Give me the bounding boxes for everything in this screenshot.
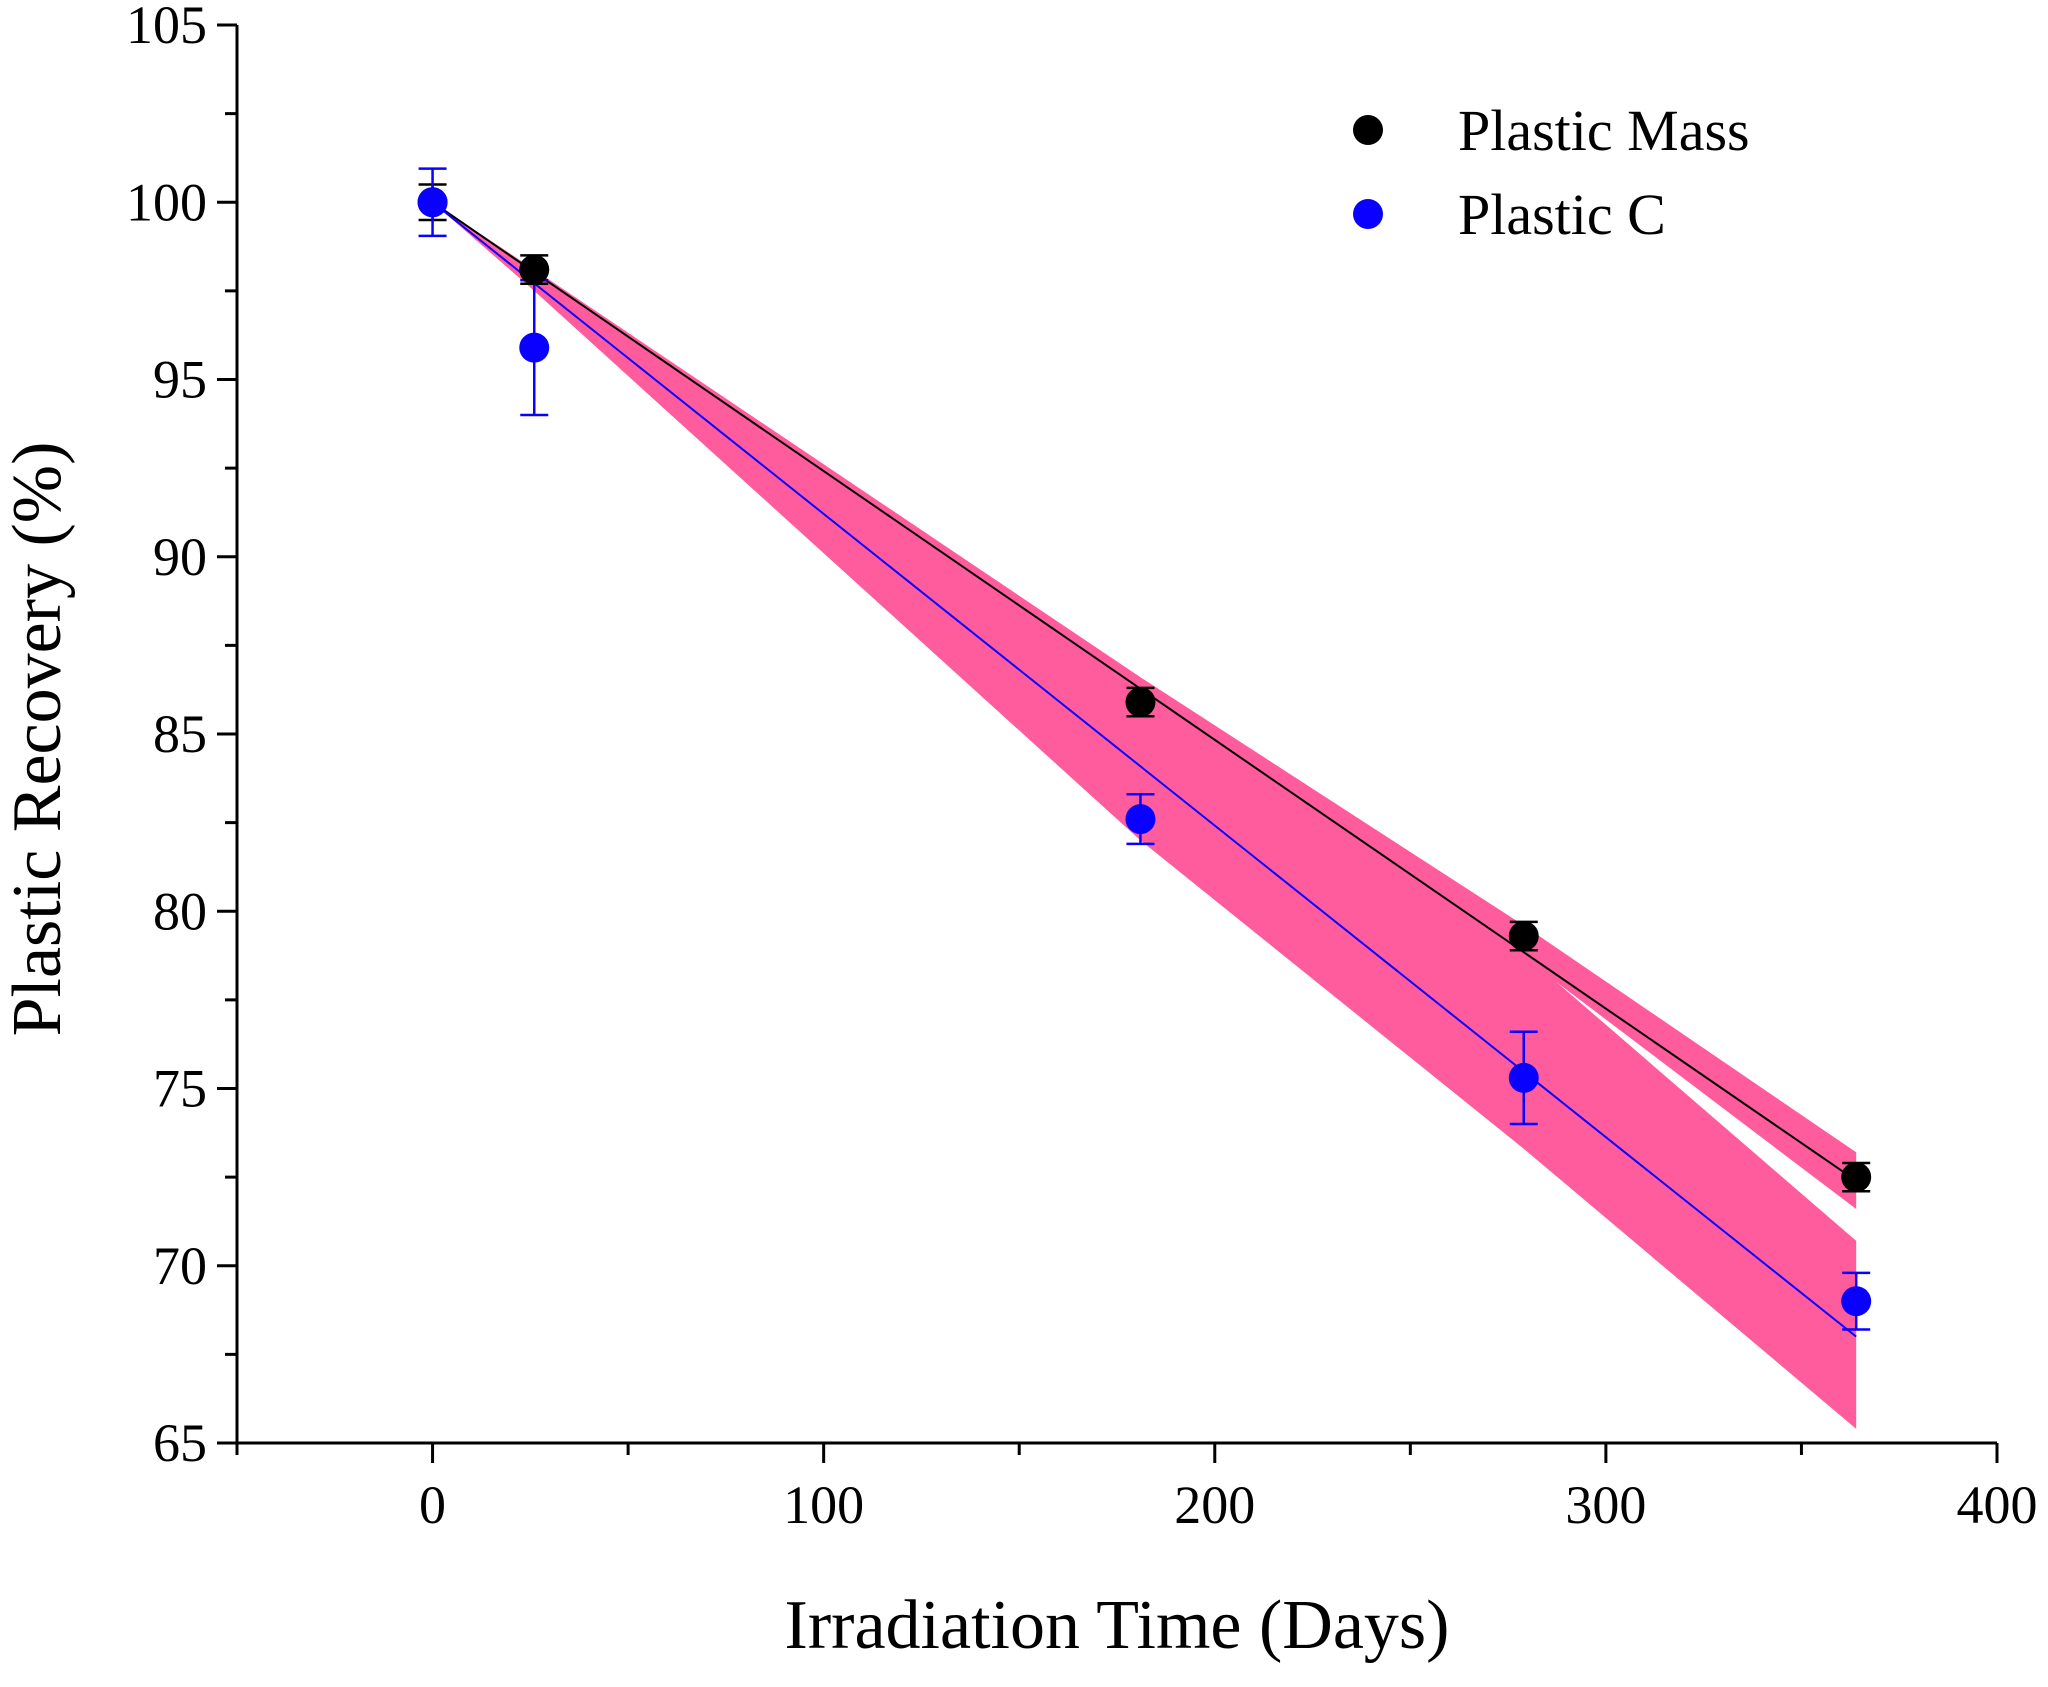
y-tick-label: 95 [153,350,207,410]
x-axis-title: Irradiation Time (Days) [785,1587,1450,1664]
data-point-series-1 [417,187,448,218]
y-tick-label: 80 [153,881,207,941]
x-tick-label: 200 [1174,1475,1255,1535]
legend-label-0: Plastic Mass [1458,98,1750,163]
data-point-series-0 [519,254,550,285]
x-tick-label: 400 [1957,1475,2038,1535]
y-tick-label: 75 [153,1059,207,1119]
data-point-series-0 [1508,921,1539,952]
legend-marker-0 [1353,115,1383,145]
y-tick-label: 70 [153,1236,207,1296]
data-point-series-1 [1125,804,1156,835]
data-point-series-1 [1841,1286,1872,1317]
x-tick-label: 0 [419,1475,446,1535]
fit-line-series-1 [431,201,1857,1338]
data-point-series-0 [1125,687,1156,718]
legend-marker-1 [1353,199,1383,229]
data-point-series-1 [519,332,550,363]
y-axis-title: Plastic Recovery (%) [0,442,76,1037]
y-tick-label: 65 [153,1413,207,1473]
fit-lines [431,201,1857,1338]
y-tick-label: 105 [126,0,207,55]
x-tick-label: 100 [783,1475,864,1535]
data-points [417,187,1872,1317]
axes: 65 70 75 80 85 90 95 100 105 0 100 200 300 400 [126,0,2038,1535]
legend: Plastic Mass Plastic C [1353,98,1750,247]
x-tick-label: 300 [1565,1475,1646,1535]
data-point-series-0 [1841,1162,1872,1193]
y-tick-label: 85 [153,704,207,764]
y-tick-label: 90 [153,527,207,587]
y-tick-label: 100 [126,172,207,232]
legend-label-1: Plastic C [1458,182,1666,247]
data-point-series-1 [1508,1062,1539,1093]
